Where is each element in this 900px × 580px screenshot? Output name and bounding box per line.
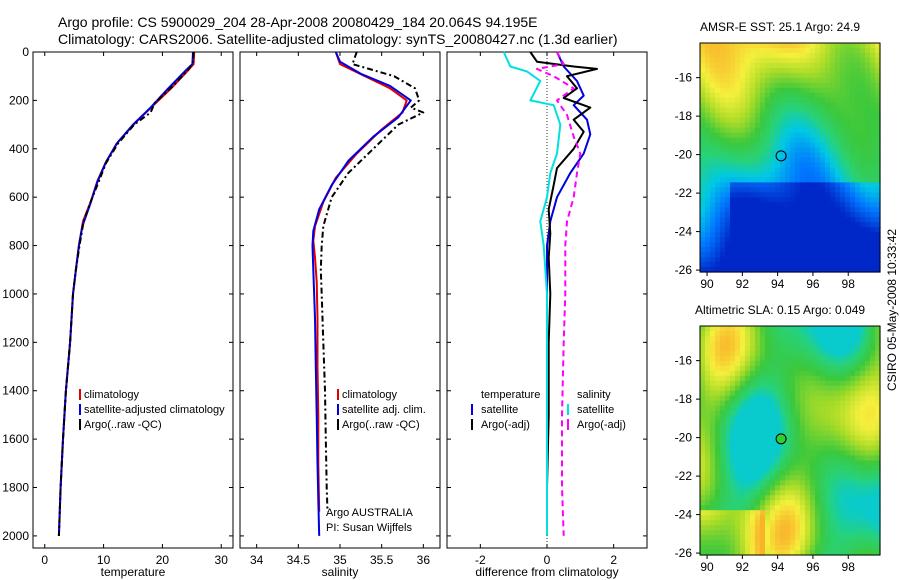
map-sst: AMSR-E SST: 25.1 Argo: 24.9 90 92 94 96 98 -16… bbox=[675, 20, 881, 291]
legend-label: climatology bbox=[342, 389, 398, 401]
x-tick-label: 34.5 bbox=[287, 553, 311, 567]
legend-label: satellite-adjusted climatology bbox=[84, 404, 225, 416]
x-tick-label: 90 bbox=[700, 560, 714, 574]
series-line-1 bbox=[546, 51, 592, 536]
y-tick-label: 2000 bbox=[2, 529, 29, 543]
annotation-text: Argo AUSTRALIA bbox=[326, 507, 413, 519]
series-line-2 bbox=[57, 51, 194, 536]
series-line-3 bbox=[319, 51, 425, 512]
legend-label: climatology bbox=[84, 389, 140, 401]
y-tick-label: 1600 bbox=[2, 432, 29, 446]
y-tick-label: 1400 bbox=[2, 384, 29, 398]
x-tick-label: -2 bbox=[475, 553, 486, 567]
title-line-2: Climatology: CARS2006. Satellite-adjuste… bbox=[58, 31, 618, 47]
map-frame bbox=[699, 42, 881, 273]
argo-position-marker bbox=[775, 433, 787, 445]
x-tick-label: 94 bbox=[771, 277, 785, 291]
legend-label: Argo(-adj) bbox=[577, 419, 626, 431]
x-tick-label: 20 bbox=[156, 553, 170, 567]
x-tick-label: 92 bbox=[736, 277, 750, 291]
y-tick-label: 0 bbox=[22, 45, 29, 59]
y-tick-label: -22 bbox=[675, 469, 693, 483]
panel-sal: 34 34.5 35 35.5 36 salinity climatology satelli… bbox=[239, 51, 441, 579]
y-tick-label: -26 bbox=[675, 546, 693, 560]
series-line-3 bbox=[502, 51, 562, 536]
y-tick-label: -18 bbox=[675, 392, 693, 406]
map-field bbox=[700, 326, 881, 556]
y-tick-label: -22 bbox=[675, 186, 693, 200]
x-tick-label: 90 bbox=[700, 277, 714, 291]
y-tick-label: 600 bbox=[9, 190, 29, 204]
x-tick-label: 36 bbox=[417, 553, 431, 567]
y-tick-label: 200 bbox=[9, 93, 29, 107]
y-tick-label: 1000 bbox=[2, 287, 29, 301]
x-tick-label: 94 bbox=[771, 560, 785, 574]
y-tick-label: -16 bbox=[675, 354, 693, 368]
legend-label: satellite adj. clim. bbox=[342, 404, 426, 416]
x-axis-label: temperature bbox=[101, 565, 166, 579]
x-tick-label: 96 bbox=[806, 560, 820, 574]
x-tick-label: 92 bbox=[736, 560, 750, 574]
panel-temp: 0 200 400 600 800 1000 1200 1400 1600 1800 2000 0 10… bbox=[2, 45, 234, 579]
y-tick-label: -16 bbox=[675, 71, 693, 85]
y-tick-label: 800 bbox=[9, 239, 29, 253]
legend-label: Argo(-adj) bbox=[481, 419, 530, 431]
series-line-2 bbox=[529, 51, 598, 536]
x-tick-label: 98 bbox=[842, 560, 856, 574]
legend-label: satellite bbox=[481, 404, 518, 416]
x-tick-label: 35 bbox=[333, 553, 347, 567]
timestamp-label: CSIRO 05-May-2008 10:33:42 bbox=[885, 229, 899, 391]
legend-label: Argo(..raw -QC) bbox=[342, 419, 420, 431]
argo-position-marker bbox=[775, 150, 787, 162]
y-tick-label: -26 bbox=[675, 263, 693, 277]
x-tick-label: 98 bbox=[842, 277, 856, 291]
y-tick-label: -20 bbox=[675, 148, 693, 162]
map-title: Altimetric SLA: 0.15 Argo: 0.049 bbox=[695, 303, 865, 317]
series-line-3 bbox=[57, 51, 195, 536]
y-tick-label: -18 bbox=[675, 109, 693, 123]
series-line-2 bbox=[311, 51, 412, 536]
plot-frame bbox=[239, 51, 441, 549]
x-tick-label: 34 bbox=[250, 553, 264, 567]
title-line-1: Argo profile: CS 5900029_204 28-Apr-2008… bbox=[58, 14, 538, 30]
y-tick-label: 400 bbox=[9, 142, 29, 156]
legend-title-salinity: salinity bbox=[577, 389, 611, 401]
x-axis-label: difference from climatology bbox=[475, 565, 618, 579]
y-tick-label: 1200 bbox=[2, 335, 29, 349]
y-tick-label: -20 bbox=[675, 431, 693, 445]
plot-frame bbox=[32, 51, 234, 549]
map-field bbox=[700, 43, 881, 273]
annotation-text: PI: Susan Wijffels bbox=[326, 522, 412, 534]
y-tick-label: -24 bbox=[675, 225, 693, 239]
map-title: AMSR-E SST: 25.1 Argo: 24.9 bbox=[700, 20, 860, 34]
y-tick-label: 1800 bbox=[2, 481, 29, 495]
y-tick-label: -24 bbox=[675, 508, 693, 522]
x-tick-label: 10 bbox=[97, 553, 111, 567]
x-tick-label: 30 bbox=[215, 553, 229, 567]
legend-label: satellite bbox=[577, 404, 614, 416]
x-axis-label: salinity bbox=[322, 565, 359, 579]
map-sla: Altimetric SLA: 0.15 Argo: 0.049 90 92 94 96… bbox=[675, 303, 881, 574]
series-line-4 bbox=[536, 51, 582, 536]
x-tick-label: 0 bbox=[544, 553, 551, 567]
legend-title-temperature: temperature bbox=[481, 389, 540, 401]
legend-label: Argo(..raw -QC) bbox=[84, 419, 162, 431]
x-tick-label: 2 bbox=[610, 553, 617, 567]
x-tick-label: 96 bbox=[806, 277, 820, 291]
x-tick-label: 0 bbox=[41, 553, 48, 567]
map-frame bbox=[699, 325, 881, 556]
x-tick-label: 35.5 bbox=[370, 553, 394, 567]
